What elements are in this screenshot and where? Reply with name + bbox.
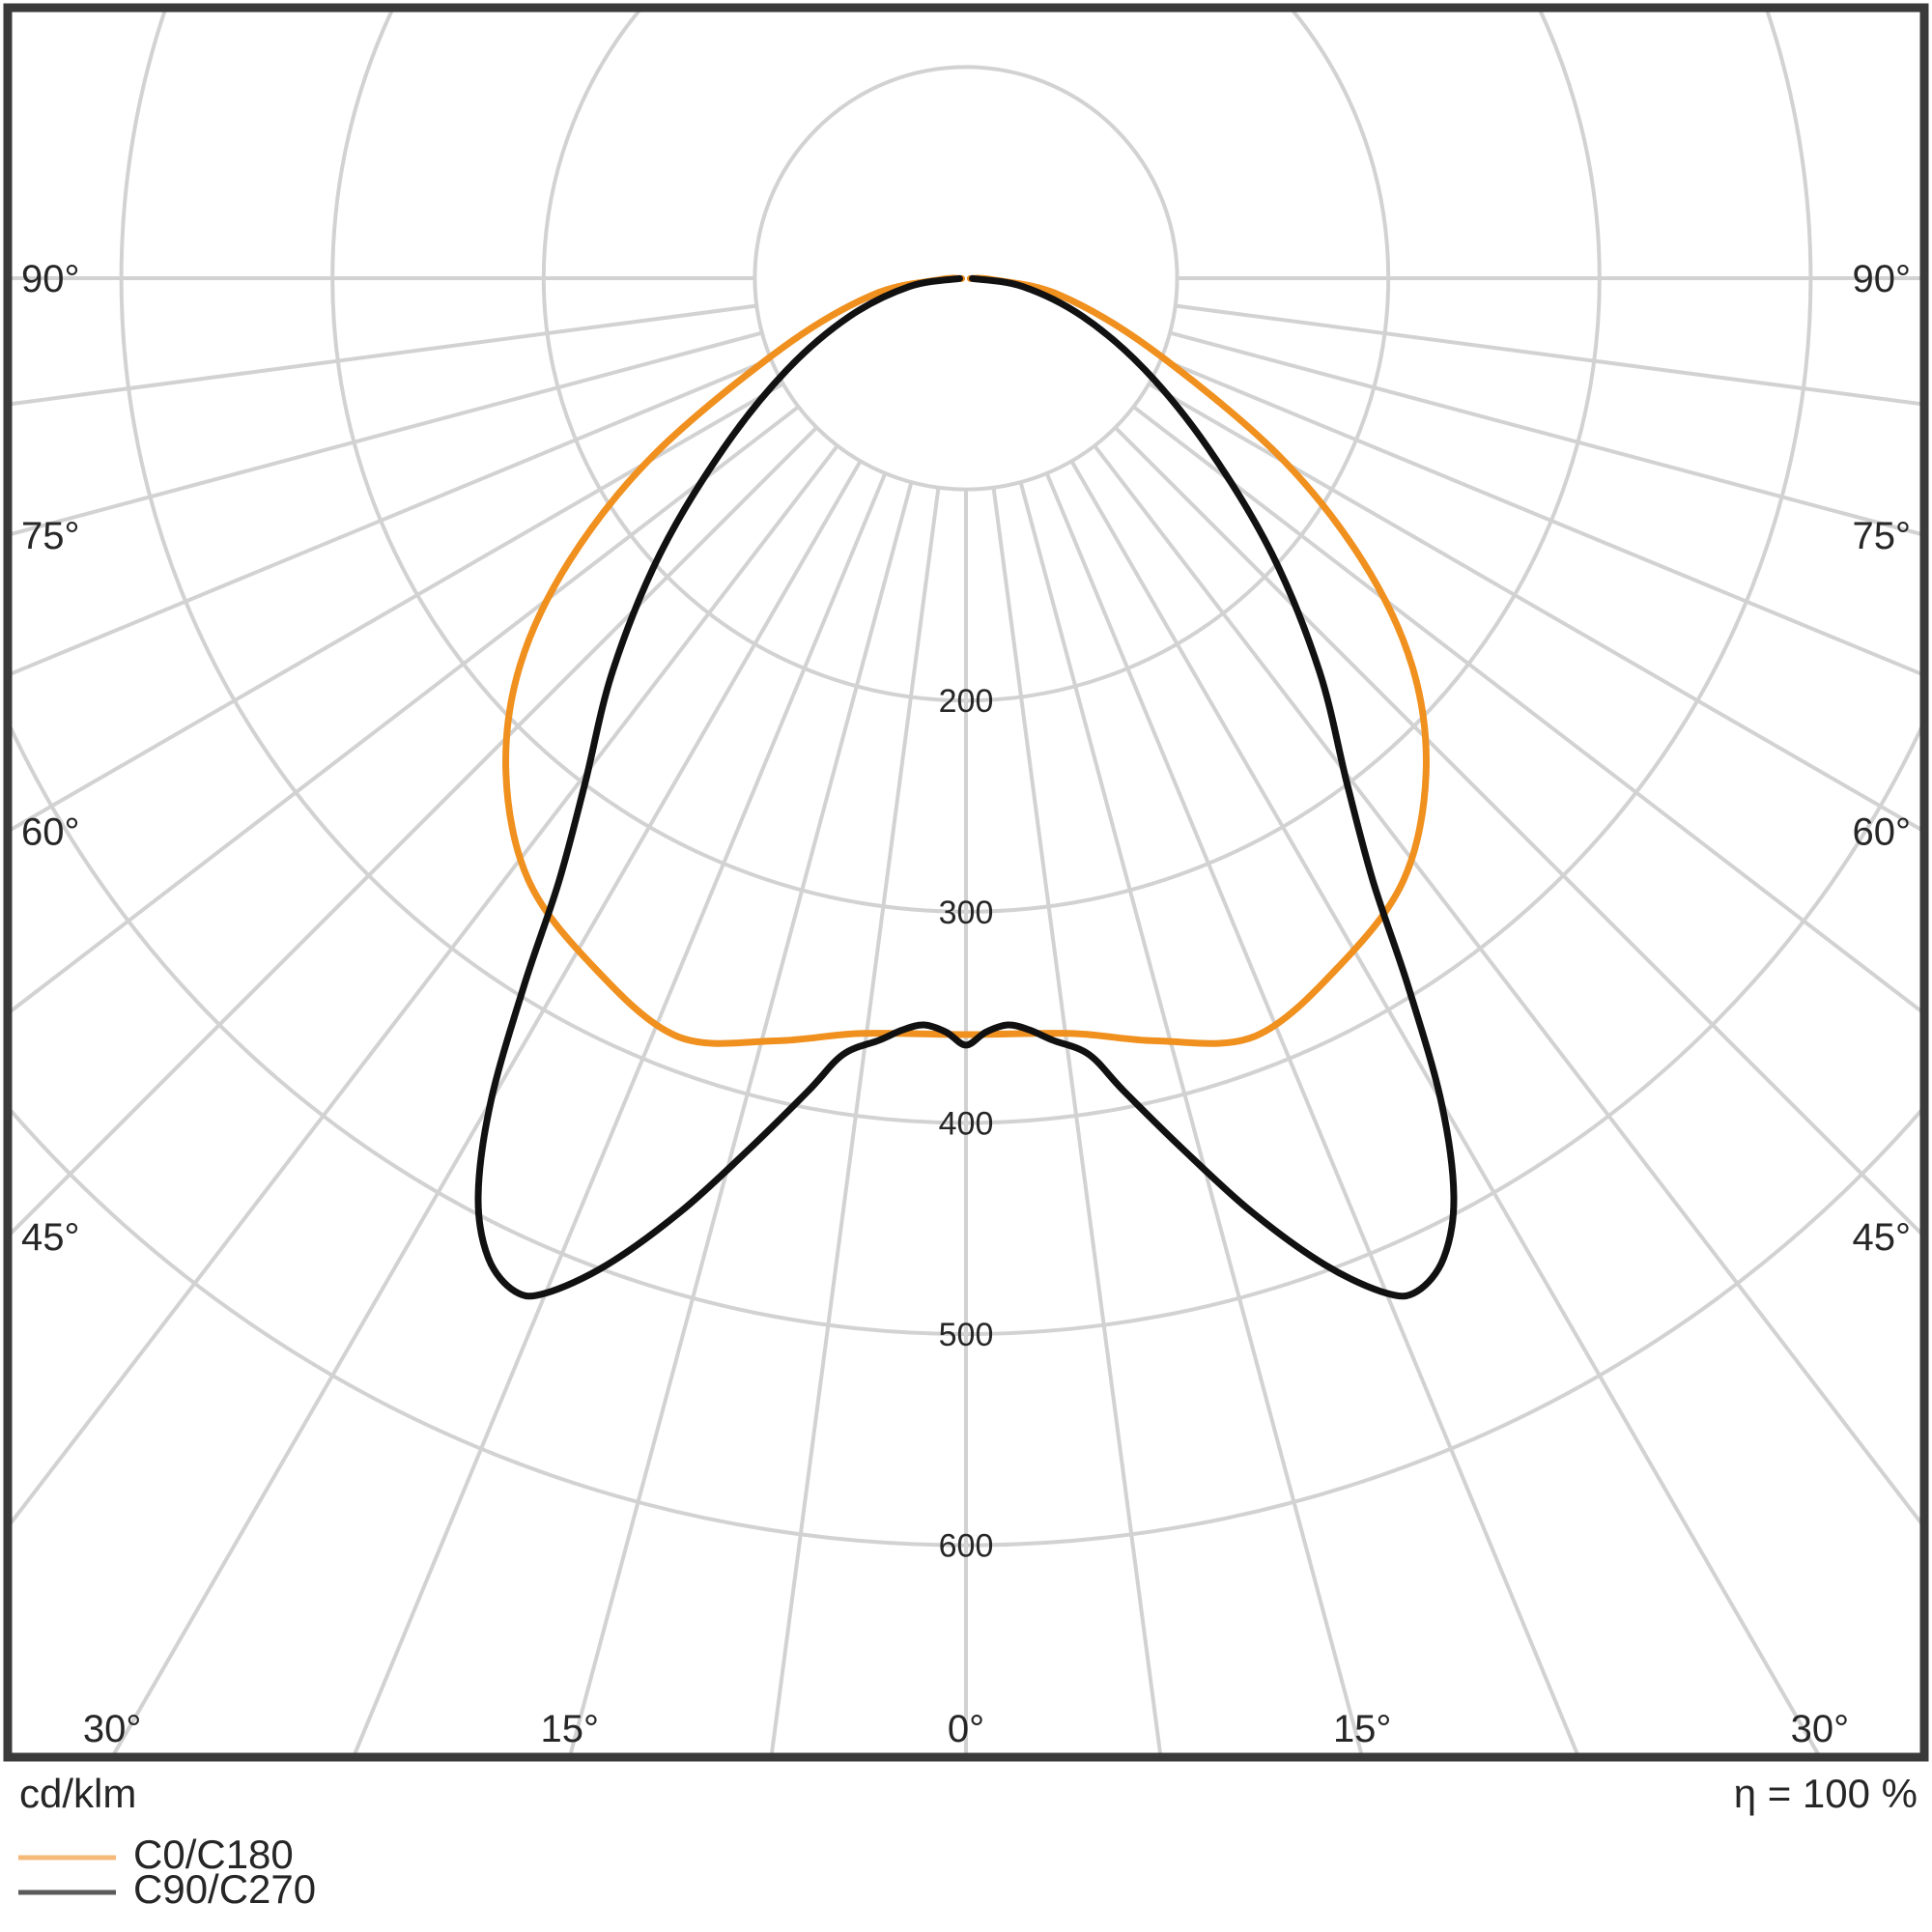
svg-text:η = 100 %: η = 100 %: [1734, 1771, 1918, 1816]
svg-text:60°: 60°: [1853, 811, 1912, 854]
svg-text:C90/C270: C90/C270: [133, 1866, 316, 1912]
svg-text:600: 600: [939, 1528, 994, 1565]
svg-text:75°: 75°: [21, 515, 80, 557]
svg-text:500: 500: [939, 1317, 994, 1353]
svg-text:90°: 90°: [21, 258, 80, 300]
svg-text:400: 400: [939, 1105, 994, 1142]
svg-text:75°: 75°: [1853, 515, 1912, 557]
svg-text:15°: 15°: [1333, 1708, 1392, 1750]
svg-text:cd/klm: cd/klm: [19, 1771, 136, 1816]
svg-text:30°: 30°: [1791, 1708, 1850, 1750]
svg-text:200: 200: [939, 683, 994, 720]
svg-text:30°: 30°: [83, 1708, 142, 1750]
svg-text:45°: 45°: [21, 1216, 80, 1259]
svg-text:300: 300: [939, 895, 994, 931]
svg-text:0°: 0°: [948, 1708, 984, 1750]
svg-text:45°: 45°: [1853, 1216, 1912, 1259]
svg-text:90°: 90°: [1853, 258, 1912, 300]
svg-text:15°: 15°: [541, 1708, 600, 1750]
svg-text:60°: 60°: [21, 811, 80, 854]
